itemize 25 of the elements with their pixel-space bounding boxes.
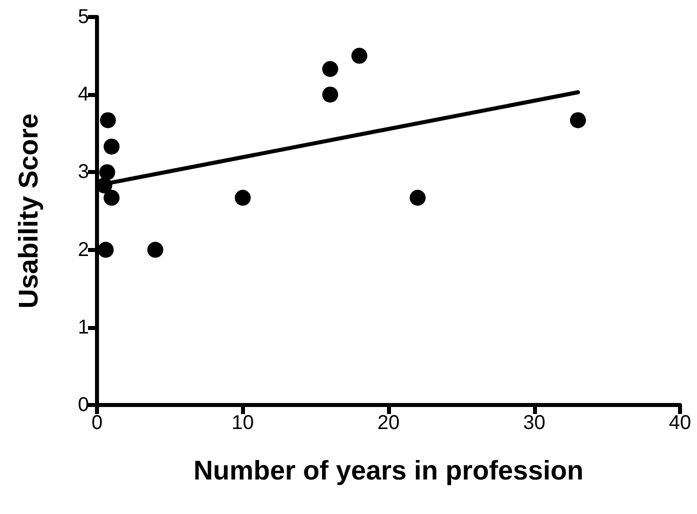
point: [100, 112, 116, 128]
y-tick-label: 0: [78, 394, 89, 416]
x-tick-label: 0: [91, 412, 103, 434]
point: [147, 242, 164, 258]
point: [570, 112, 586, 128]
y-tick-label: 3: [78, 161, 89, 184]
point: [98, 242, 114, 258]
y-tick-label: 2: [78, 238, 89, 261]
point: [104, 190, 120, 206]
x-axis-title: Number of years in profession: [193, 456, 584, 486]
x-tick-label: 20: [377, 412, 400, 434]
x-tick-label: 40: [668, 412, 692, 434]
y-axis-title: Usability Score: [14, 113, 44, 309]
point: [322, 86, 338, 103]
point: [234, 190, 251, 206]
point: [351, 48, 368, 64]
x-tick-label: 30: [523, 412, 546, 434]
y-tick-label: 1: [78, 316, 89, 338]
y-tick-label: 4: [78, 84, 89, 106]
point: [322, 60, 338, 77]
point: [99, 164, 116, 180]
y-tick-label: 5: [78, 6, 89, 28]
point: [410, 190, 426, 206]
x-tick-label: 10: [232, 412, 254, 434]
point: [104, 138, 120, 155]
